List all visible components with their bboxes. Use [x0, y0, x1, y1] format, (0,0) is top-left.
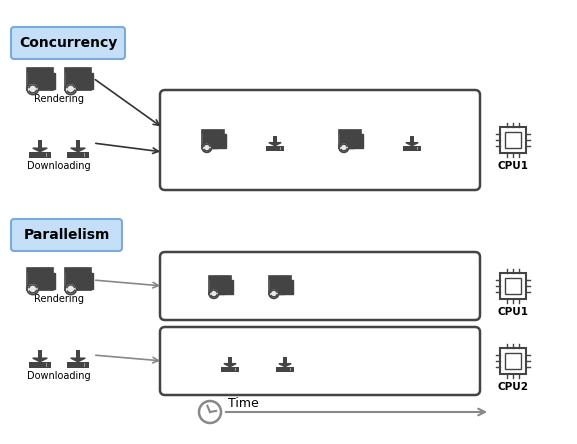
Text: Downloading: Downloading — [27, 161, 91, 171]
Circle shape — [27, 283, 39, 295]
FancyBboxPatch shape — [160, 252, 480, 320]
FancyBboxPatch shape — [27, 68, 53, 73]
FancyBboxPatch shape — [209, 276, 231, 280]
FancyBboxPatch shape — [27, 268, 53, 273]
FancyBboxPatch shape — [417, 147, 418, 150]
FancyBboxPatch shape — [220, 367, 239, 372]
FancyBboxPatch shape — [235, 368, 236, 371]
Circle shape — [339, 143, 349, 152]
Polygon shape — [269, 143, 281, 146]
FancyBboxPatch shape — [11, 219, 122, 251]
Text: CPU1: CPU1 — [497, 161, 529, 171]
Polygon shape — [33, 358, 47, 362]
FancyBboxPatch shape — [65, 68, 91, 73]
FancyBboxPatch shape — [265, 146, 284, 151]
Text: Downloading: Downloading — [27, 371, 91, 381]
FancyBboxPatch shape — [65, 268, 91, 290]
Polygon shape — [406, 143, 418, 146]
Text: Concurrency: Concurrency — [19, 36, 117, 50]
Polygon shape — [279, 364, 291, 367]
FancyBboxPatch shape — [202, 130, 224, 148]
FancyBboxPatch shape — [46, 154, 47, 157]
FancyBboxPatch shape — [505, 278, 521, 294]
Circle shape — [202, 143, 212, 152]
FancyBboxPatch shape — [11, 27, 125, 59]
FancyBboxPatch shape — [500, 127, 526, 153]
FancyBboxPatch shape — [283, 357, 287, 364]
Text: Rendering: Rendering — [34, 95, 84, 104]
FancyBboxPatch shape — [403, 146, 421, 151]
Text: Rendering: Rendering — [34, 294, 84, 305]
FancyBboxPatch shape — [280, 147, 281, 150]
Polygon shape — [33, 148, 47, 152]
FancyBboxPatch shape — [290, 368, 291, 371]
FancyBboxPatch shape — [339, 130, 361, 134]
FancyBboxPatch shape — [202, 130, 224, 134]
Text: Time: Time — [228, 396, 258, 409]
Circle shape — [209, 289, 219, 298]
FancyBboxPatch shape — [46, 364, 47, 367]
FancyBboxPatch shape — [269, 276, 291, 280]
Circle shape — [65, 283, 76, 295]
FancyBboxPatch shape — [209, 276, 231, 294]
FancyBboxPatch shape — [27, 268, 53, 290]
FancyBboxPatch shape — [67, 362, 89, 368]
Polygon shape — [71, 148, 85, 152]
Circle shape — [27, 83, 39, 95]
FancyBboxPatch shape — [160, 90, 480, 190]
FancyBboxPatch shape — [38, 350, 42, 359]
FancyBboxPatch shape — [67, 152, 89, 158]
FancyBboxPatch shape — [27, 68, 53, 90]
Polygon shape — [71, 358, 85, 362]
FancyBboxPatch shape — [65, 268, 91, 273]
FancyBboxPatch shape — [38, 140, 42, 149]
Text: Parallelism: Parallelism — [23, 228, 110, 242]
FancyBboxPatch shape — [76, 350, 80, 359]
Text: CPU2: CPU2 — [497, 382, 529, 392]
FancyBboxPatch shape — [500, 349, 526, 373]
FancyBboxPatch shape — [339, 130, 361, 148]
FancyBboxPatch shape — [505, 132, 521, 148]
FancyBboxPatch shape — [65, 68, 91, 90]
FancyBboxPatch shape — [269, 276, 291, 294]
FancyBboxPatch shape — [276, 367, 294, 372]
FancyBboxPatch shape — [410, 135, 414, 143]
FancyBboxPatch shape — [76, 140, 80, 149]
Text: CPU1: CPU1 — [497, 307, 529, 317]
FancyBboxPatch shape — [29, 152, 51, 158]
Circle shape — [65, 83, 76, 95]
FancyBboxPatch shape — [228, 357, 232, 364]
Circle shape — [199, 401, 221, 423]
FancyBboxPatch shape — [500, 274, 526, 299]
FancyBboxPatch shape — [84, 364, 85, 367]
FancyBboxPatch shape — [505, 353, 521, 369]
Circle shape — [269, 289, 279, 298]
Polygon shape — [224, 364, 236, 367]
FancyBboxPatch shape — [273, 135, 277, 143]
FancyBboxPatch shape — [84, 154, 85, 157]
FancyBboxPatch shape — [29, 362, 51, 368]
FancyBboxPatch shape — [160, 327, 480, 395]
